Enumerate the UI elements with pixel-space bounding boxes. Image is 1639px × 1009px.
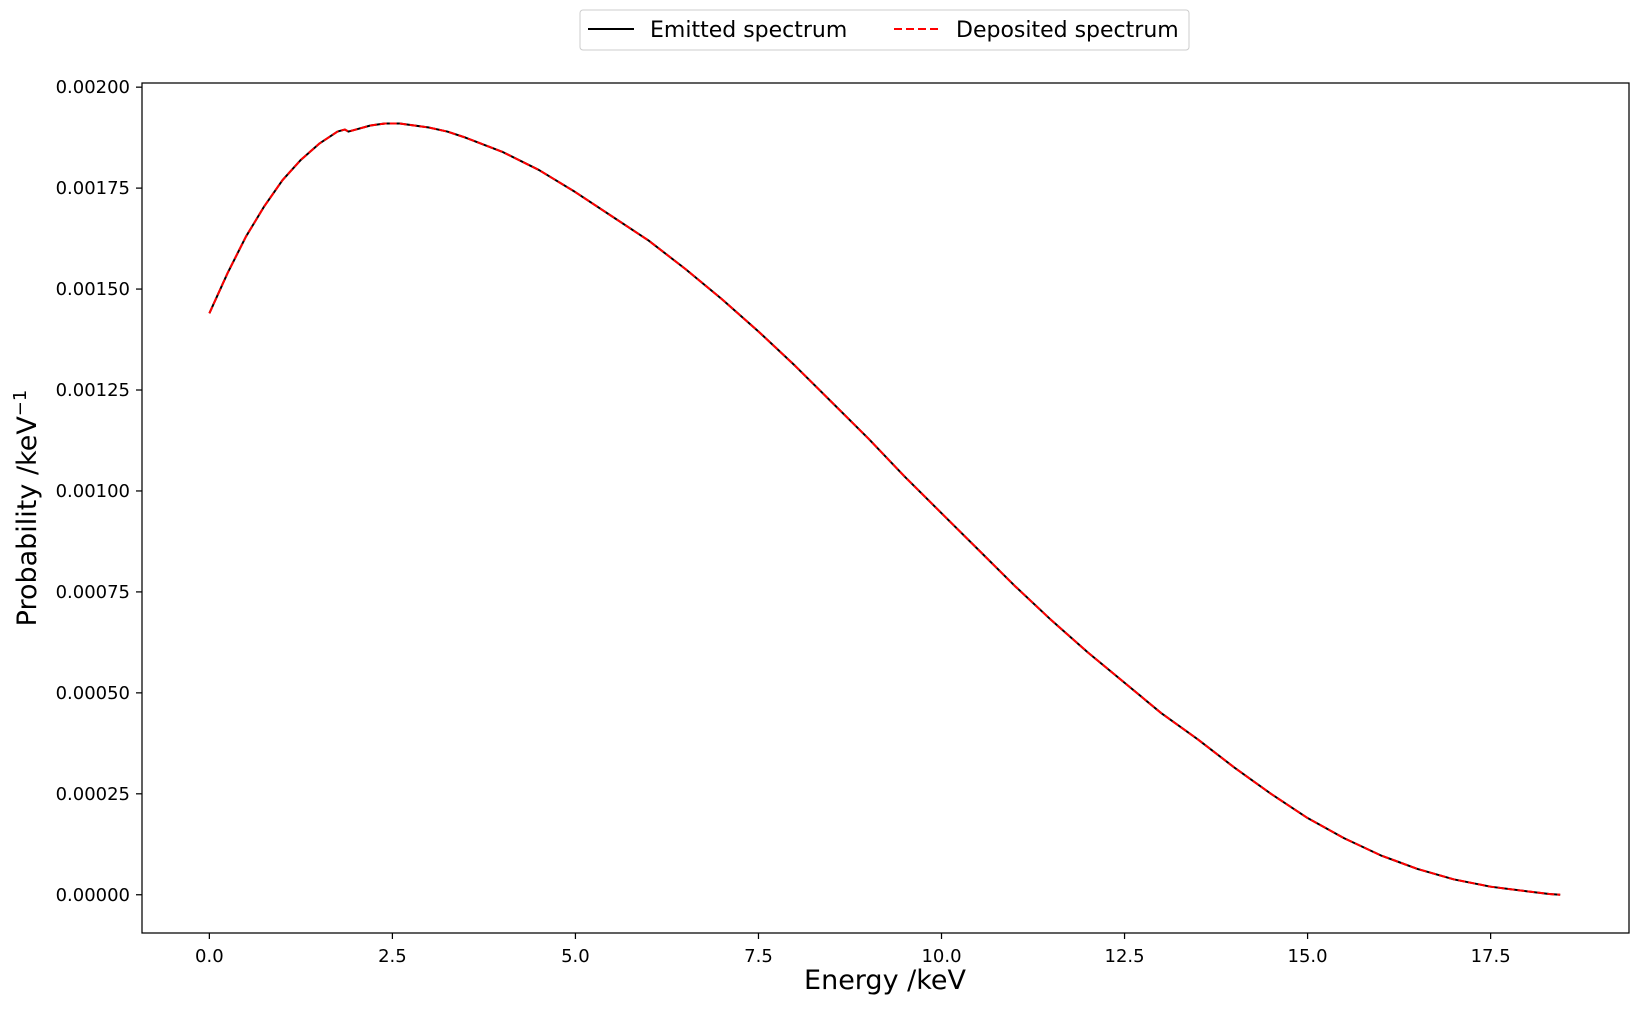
x-tick-label: 10.0 [921, 946, 961, 967]
legend: Emitted spectrum Deposited spectrum [579, 9, 1190, 51]
series-layer [208, 122, 1561, 896]
y-tick-label: 0.00025 [56, 784, 130, 805]
x-tick-label: 5.0 [561, 946, 590, 967]
y-axis-label: Probability /keV−1 [10, 390, 43, 627]
y-axis-ticks: 0.00000 0.00025 0.00050 0.00075 0.00100 0.001… [56, 77, 142, 906]
y-tick-label: 0.00150 [56, 279, 130, 300]
x-tick-label: 17.5 [1471, 946, 1511, 967]
y-tick-label: 0.00100 [56, 481, 130, 502]
y-tick-label: 0.00000 [56, 885, 130, 906]
x-axis-label: Energy /keV [804, 965, 966, 996]
y-tick-label: 0.00175 [56, 178, 130, 199]
y-tick-label: 0.00050 [56, 683, 130, 704]
legend-frame [579, 9, 1190, 51]
x-tick-label: 12.5 [1105, 946, 1145, 967]
x-axis-ticks: 0.0 2.5 5.0 7.5 10.0 12.5 15.0 17.5 [195, 933, 1511, 967]
x-tick-label: 0.0 [195, 946, 224, 967]
y-axis-label-exponent: −1 [10, 390, 31, 417]
y-tick-label: 0.00125 [56, 380, 130, 401]
x-tick-label: 15.0 [1288, 946, 1328, 967]
x-tick-label: 2.5 [378, 946, 407, 967]
legend-label-deposited: Deposited spectrum [956, 18, 1179, 43]
y-tick-label: 0.00075 [56, 582, 130, 603]
legend-label-emitted: Emitted spectrum [650, 18, 847, 43]
series-line-emitted [208, 122, 1561, 896]
plot-frame [141, 82, 1630, 934]
x-tick-label: 7.5 [744, 946, 773, 967]
series-line-deposited [208, 122, 1561, 896]
y-axis-label-main: Probability /keV [12, 416, 43, 627]
y-tick-label: 0.00200 [56, 77, 130, 98]
